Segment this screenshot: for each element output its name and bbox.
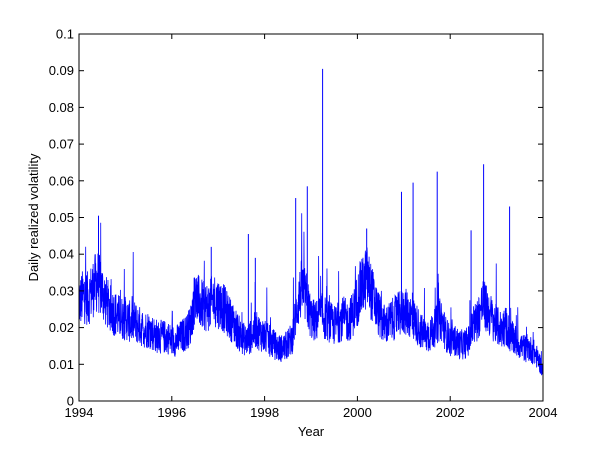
- y-tick-label: 0.08: [49, 100, 74, 115]
- y-axis-label: Daily realized volatility: [26, 153, 41, 281]
- x-tick-label: 1996: [157, 405, 186, 420]
- y-tick-label: 0.05: [49, 210, 74, 225]
- y-tick-label: 0.09: [49, 63, 74, 78]
- y-tick-label: 0.07: [49, 137, 74, 152]
- y-tick-label: 0.03: [49, 283, 74, 298]
- x-tick-label: 2004: [529, 405, 558, 420]
- y-tick-label: 0.1: [56, 27, 74, 42]
- x-axis-label: Year: [298, 424, 325, 439]
- y-tick-label: 0.01: [49, 357, 74, 372]
- x-axis-ticks: 1994 1996 1998 2000 2002 2004: [65, 34, 558, 420]
- x-tick-label: 1994: [65, 405, 94, 420]
- y-axis-ticks: 0 0.01 0.02 0.03 0.04 0.05 0.06 0.07 0.08 0.09 0.1: [49, 27, 543, 409]
- x-tick-label: 2000: [343, 405, 372, 420]
- y-tick-label: 0.06: [49, 173, 74, 188]
- x-tick-label: 1998: [250, 405, 279, 420]
- y-tick-label: 0: [67, 394, 74, 409]
- volatility-series-line: [78, 213, 544, 376]
- y-tick-label: 0.04: [49, 247, 74, 262]
- series-layer: [78, 68, 544, 376]
- x-tick-label: 2002: [436, 405, 465, 420]
- y-tick-label: 0.02: [49, 320, 74, 335]
